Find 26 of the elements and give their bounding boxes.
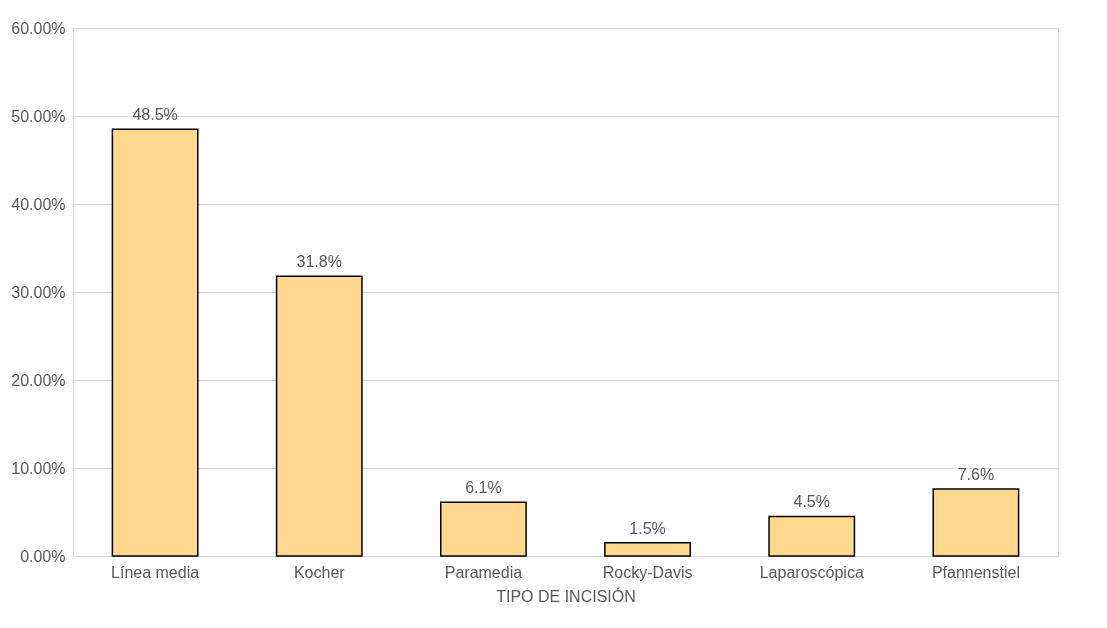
bar: [604, 542, 692, 557]
y-tick-label: 20.00%: [11, 371, 66, 389]
y-tick-label: 50.00%: [11, 107, 66, 125]
bar: [275, 275, 363, 557]
x-tick-label: Kocher: [293, 563, 346, 581]
bar: [768, 515, 856, 557]
data-label: 1.5%: [629, 519, 666, 537]
x-tick-label: Rocky-Davis: [602, 563, 693, 581]
y-tick-label: 0.00%: [20, 547, 66, 565]
y-tick-label: 30.00%: [11, 283, 66, 301]
x-tick-label: Pfannenstiel: [931, 563, 1020, 581]
x-tick-label: Laparoscópica: [759, 563, 864, 581]
data-label: 31.8%: [296, 253, 342, 271]
x-axis-title: TIPO DE INCISIÓN: [496, 586, 636, 605]
x-tick-label: Línea media: [111, 563, 200, 581]
x-tick-label: Paramedia: [444, 563, 523, 581]
data-label: 48.5%: [132, 106, 178, 124]
y-tick-label: 10.00%: [11, 459, 66, 477]
data-label: 4.5%: [793, 493, 830, 511]
y-tick-label: 60.00%: [11, 19, 66, 37]
data-label: 6.1%: [465, 479, 502, 497]
bar: [439, 501, 527, 557]
bar: [932, 488, 1020, 557]
data-label: 7.6%: [957, 466, 995, 484]
bar: [111, 128, 199, 557]
y-tick-label: 40.00%: [11, 195, 66, 213]
